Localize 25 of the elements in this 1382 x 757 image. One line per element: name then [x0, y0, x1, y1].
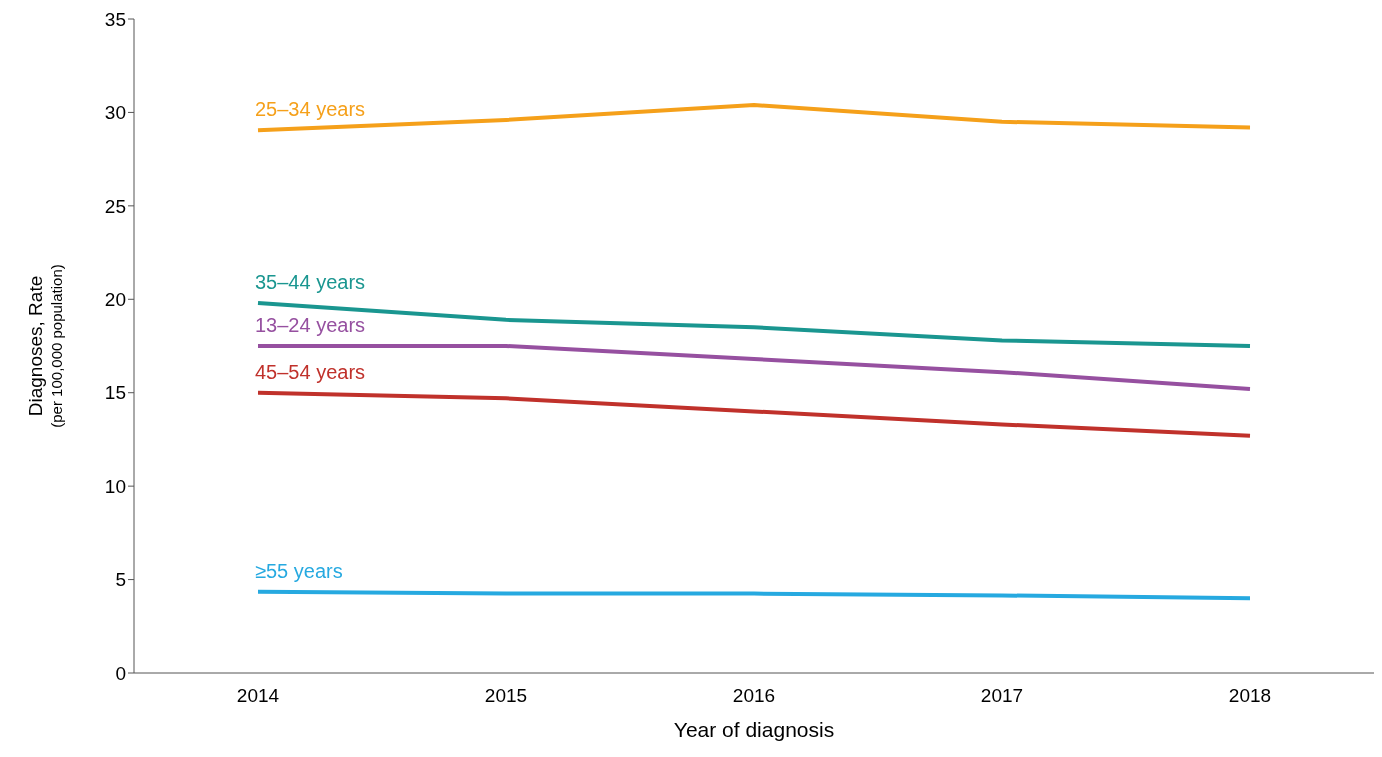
y-tick-label: 15 — [104, 382, 126, 404]
series-label: 25–34 years — [255, 98, 366, 121]
line-series — [256, 589, 1252, 601]
y-tick-label: 0 — [115, 662, 126, 684]
y-tick-label: 5 — [115, 569, 126, 591]
series-label: ≥55 years — [255, 559, 343, 582]
y-tick-label: 20 — [104, 289, 126, 311]
x-tick-label: 2017 — [980, 685, 1024, 707]
y-axis-title: Diagnoses, Rate (per 100,000 population) — [25, 264, 65, 428]
y-tick-label: 35 — [104, 8, 126, 30]
x-tick-label: 2016 — [732, 685, 776, 707]
series-label: 13–24 years — [255, 314, 366, 336]
x-tick-label: 2018 — [1228, 685, 1272, 707]
line-series — [256, 301, 1252, 348]
y-tick-label: 10 — [104, 475, 126, 497]
line-series — [256, 102, 1252, 133]
y-tick-label: 25 — [104, 195, 126, 217]
line-series — [256, 344, 1252, 391]
series-label: 35–44 years — [255, 271, 366, 294]
x-tick-label: 2014 — [236, 685, 280, 707]
series-label: 45–54 years — [255, 360, 366, 383]
line-series — [256, 390, 1252, 438]
x-axis-title: Year of diagnosis — [673, 718, 835, 741]
x-tick-label: 2015 — [484, 685, 528, 707]
y-tick-label: 30 — [104, 102, 126, 124]
